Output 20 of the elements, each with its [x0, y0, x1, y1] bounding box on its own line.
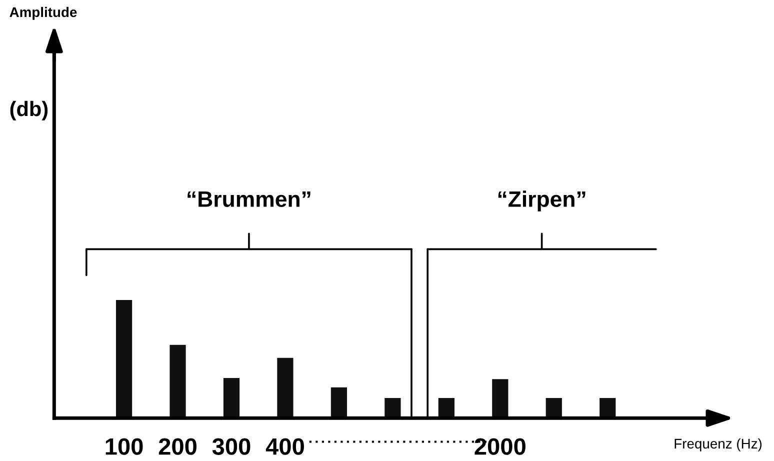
bar [492, 379, 508, 418]
bar [546, 398, 562, 418]
text: “Zirpen” [498, 190, 586, 212]
x-tick-label: 2000 [474, 438, 526, 455]
bar [116, 300, 132, 418]
x-axis-title: Frequenz (Hz) [674, 438, 762, 452]
bar [600, 398, 616, 418]
text: “Brummen” [188, 192, 310, 208]
x-tick-label: 400 [266, 438, 304, 455]
bar [384, 398, 401, 418]
bar [170, 344, 186, 418]
bar [330, 387, 348, 418]
bar [223, 378, 240, 418]
bar [277, 358, 294, 418]
text: Amplitude [10, 6, 77, 20]
x-tick-label: 300 [212, 438, 250, 455]
bar [438, 398, 454, 418]
text: (db) [10, 100, 48, 120]
x-tick-label: 200 [158, 438, 196, 455]
x-tick-label: 100 [106, 438, 143, 455]
